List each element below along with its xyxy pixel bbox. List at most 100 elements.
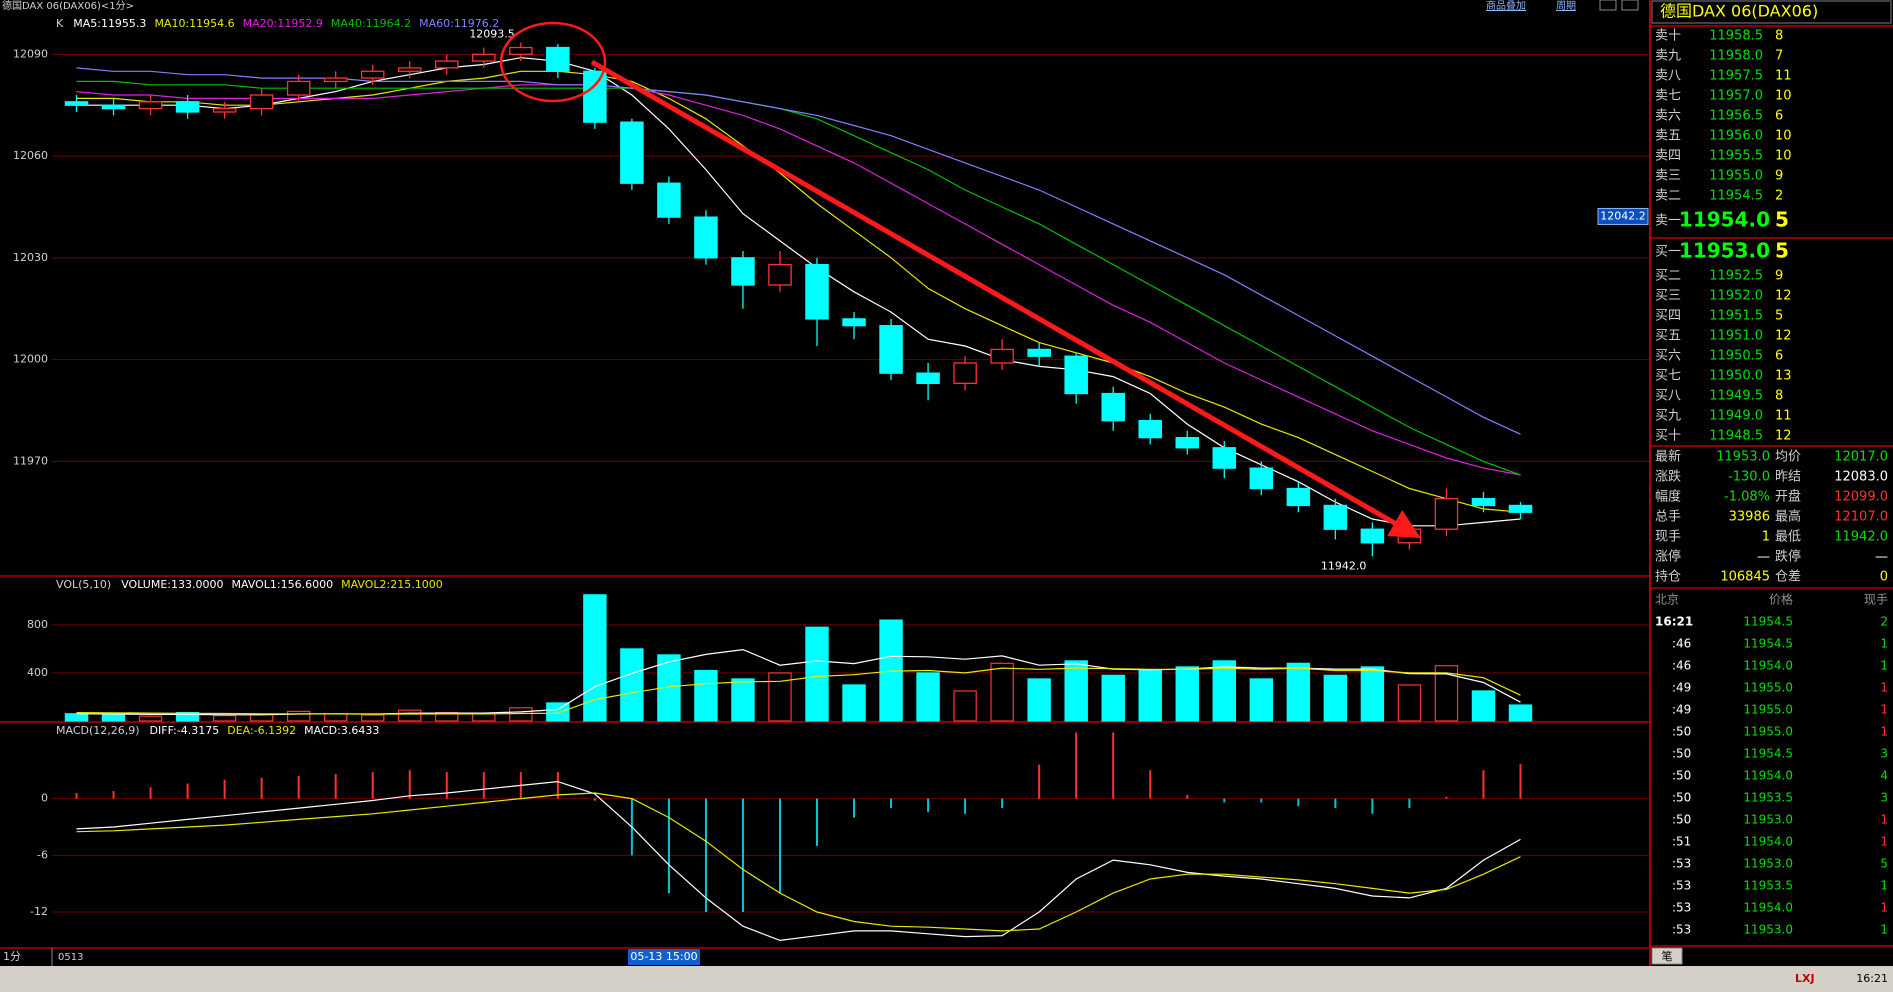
- volume-bar: [1360, 666, 1385, 722]
- book-volume: 9: [1775, 269, 1783, 284]
- candle-body: [212, 107, 237, 113]
- book-price: 11956.0: [1709, 129, 1763, 144]
- volume-bar: [212, 714, 237, 722]
- date-label: 0513: [58, 952, 83, 963]
- book-volume: 5: [1775, 309, 1783, 324]
- quote-label: 涨停: [1655, 549, 1681, 565]
- indicator-line: [76, 80, 1521, 476]
- book-label: 卖七: [1655, 89, 1681, 104]
- candle-body: [1212, 447, 1237, 469]
- volume-bar: [175, 711, 200, 722]
- tab-label[interactable]: 笔: [1662, 949, 1673, 963]
- candle-body: [583, 70, 607, 123]
- window-button[interactable]: [1621, 0, 1639, 11]
- y-tick-label: 800: [27, 618, 48, 631]
- tab[interactable]: [1651, 947, 1683, 965]
- tick-time: :50: [1672, 813, 1691, 827]
- volume-bar: [1471, 690, 1496, 722]
- volume-bar: [286, 710, 311, 722]
- tick-price: 11953.0: [1743, 923, 1793, 937]
- candle-body: [1323, 504, 1348, 530]
- tick-price: 11954.0: [1743, 659, 1793, 673]
- quote-label: 跌停: [1775, 549, 1801, 565]
- book-volume: 12: [1775, 329, 1792, 344]
- quote-value: —: [1875, 550, 1888, 565]
- indicator-label: MACD(12,26,9): [56, 724, 140, 737]
- candle-body: [953, 362, 977, 384]
- book-volume: 2: [1775, 189, 1783, 204]
- quote-label: 最高: [1775, 509, 1801, 525]
- tick-price: 11953.5: [1743, 879, 1793, 893]
- legend-entry: VOLUME:133.0000: [121, 578, 223, 591]
- tick-price: 11954.0: [1743, 901, 1793, 915]
- tick-price: 11954.5: [1743, 637, 1793, 651]
- candle-body: [1101, 392, 1125, 422]
- tick-time: :50: [1672, 791, 1691, 805]
- candle-body: [731, 257, 755, 286]
- candle-body: [1286, 487, 1311, 507]
- tick-volume: 1: [1880, 681, 1888, 695]
- volume-bar: [1212, 660, 1236, 722]
- quote-label: 幅度: [1655, 489, 1681, 505]
- legend-entry: MA5:11955.3: [73, 17, 146, 30]
- overlay-button[interactable]: 商品叠加: [1486, 0, 1526, 12]
- volume-bar: [64, 713, 89, 722]
- book-price: 11950.0: [1709, 369, 1763, 384]
- instrument-name: 德国DAX 06(DAX06): [1660, 2, 1818, 21]
- book-label: 买四: [1655, 309, 1681, 324]
- tick-price: 11953.0: [1743, 857, 1793, 871]
- legend-entry: MA10:11954.6: [154, 17, 234, 30]
- tick-price: 11953.0: [1743, 813, 1793, 827]
- book-label: 卖一: [1655, 214, 1681, 229]
- candle-body: [64, 101, 89, 106]
- volume-bar: [323, 713, 348, 722]
- book-volume: 5: [1775, 208, 1789, 232]
- book-volume: 11: [1775, 409, 1792, 424]
- volume-bar: [509, 707, 533, 722]
- indicator-line: [76, 84, 1521, 476]
- candle-body: [1064, 355, 1088, 395]
- book-volume: 5: [1775, 239, 1789, 263]
- candle-body: [1249, 467, 1274, 490]
- book-price: 11949.5: [1709, 389, 1763, 404]
- tick-time: :49: [1672, 681, 1691, 695]
- tick-volume: 1: [1880, 901, 1888, 915]
- candle-body: [1434, 498, 1459, 530]
- tick-volume: 1: [1880, 637, 1888, 651]
- volume-bar: [768, 672, 792, 722]
- volume-bar: [1397, 684, 1422, 722]
- candle-body: [657, 182, 681, 218]
- book-label: 买九: [1655, 409, 1681, 424]
- legend-entry: MA20:11952.9: [243, 17, 323, 30]
- indicator-line: [76, 667, 1521, 715]
- quote-value: 106845: [1720, 570, 1770, 585]
- book-volume: 7: [1775, 49, 1783, 64]
- tick-price: 11954.0: [1743, 769, 1793, 783]
- legend-entry: MAVOL1:156.6000: [231, 578, 333, 591]
- book-label: 买七: [1655, 369, 1681, 384]
- candle-body: [768, 263, 792, 286]
- volume-bar: [731, 678, 755, 722]
- period-button[interactable]: 周期: [1556, 0, 1576, 12]
- tick-time: :50: [1672, 725, 1691, 739]
- period-label: 1分: [3, 950, 21, 963]
- volume-bar: [101, 714, 126, 722]
- y-tick-label: 400: [27, 666, 48, 679]
- candle-body: [990, 348, 1014, 364]
- book-volume: 12: [1775, 429, 1792, 444]
- candle-body: [1138, 420, 1162, 439]
- book-price: 11952.0: [1709, 289, 1763, 304]
- window-button[interactable]: [1599, 0, 1617, 11]
- candle-body: [323, 77, 348, 83]
- book-label: 卖九: [1655, 49, 1681, 64]
- book-label: 买六: [1655, 349, 1681, 364]
- quote-value: -130.0: [1728, 470, 1770, 485]
- book-volume: 9: [1775, 169, 1783, 184]
- candle-body: [509, 46, 533, 55]
- tick-time: :46: [1672, 637, 1691, 651]
- highlight-circle: [499, 21, 607, 103]
- candle-body: [1508, 504, 1533, 513]
- book-price: 11957.0: [1709, 89, 1763, 104]
